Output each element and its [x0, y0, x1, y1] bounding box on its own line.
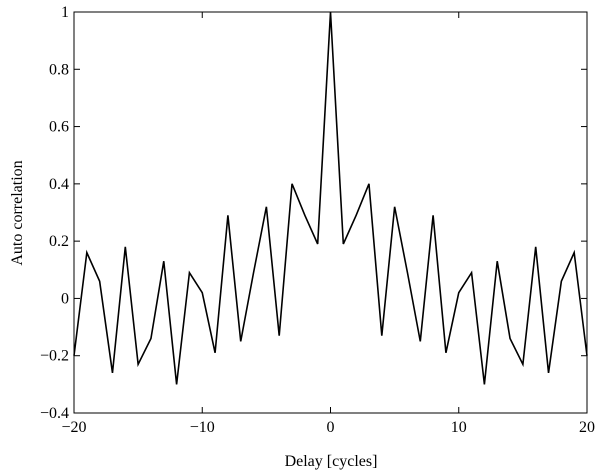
x-tick-label: 10 — [451, 419, 467, 436]
y-axis-label: Auto correlation — [9, 160, 26, 265]
series-line — [73, 11, 588, 385]
axis-ticks — [73, 11, 588, 414]
plot-area — [73, 11, 588, 414]
y-tick-label: 0.2 — [49, 233, 69, 250]
x-axis-label: Delay [cycles] — [285, 453, 378, 470]
y-tick-label: 0.6 — [49, 119, 69, 136]
plot-frame — [73, 11, 588, 414]
y-tick-label: 0.4 — [49, 176, 69, 193]
y-tick-label: −0.2 — [40, 348, 69, 365]
series-group — [73, 11, 588, 385]
y-tick-label: 0.8 — [49, 61, 69, 78]
x-tick-label: −20 — [61, 419, 86, 436]
y-tick-label: 0 — [61, 290, 69, 307]
x-tick-labels: −20 −10 0 10 20 — [61, 419, 595, 436]
x-tick-label: 20 — [579, 419, 595, 436]
y-tick-label: −0.4 — [40, 405, 69, 422]
x-tick-label: 0 — [327, 419, 335, 436]
y-tick-label: 1 — [61, 4, 69, 21]
y-tick-labels: −0.4 −0.2 0 0.2 0.4 0.6 0.8 1 — [40, 4, 69, 422]
x-tick-label: −10 — [190, 419, 215, 436]
